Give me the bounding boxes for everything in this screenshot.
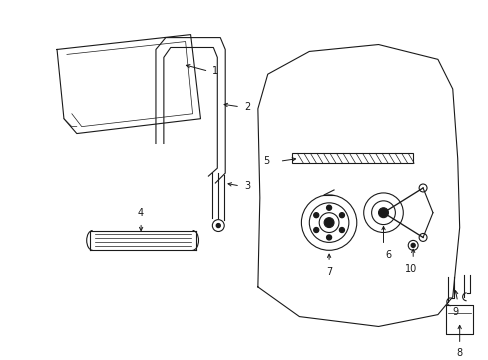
Text: 1: 1	[212, 66, 218, 76]
Text: 2: 2	[244, 102, 250, 112]
Text: 4: 4	[138, 208, 144, 218]
Text: 10: 10	[404, 264, 416, 274]
Text: 3: 3	[244, 181, 250, 191]
Text: 6: 6	[385, 250, 391, 260]
Circle shape	[313, 228, 318, 233]
Text: 7: 7	[325, 267, 331, 277]
Circle shape	[339, 228, 344, 233]
Bar	[292, 153, 412, 163]
Circle shape	[216, 224, 220, 228]
Circle shape	[378, 208, 387, 218]
Text: 8: 8	[456, 348, 462, 358]
Text: 5: 5	[263, 156, 269, 166]
Circle shape	[326, 205, 331, 210]
Circle shape	[313, 213, 318, 218]
Text: 9: 9	[452, 307, 458, 317]
Circle shape	[326, 235, 331, 240]
Circle shape	[410, 243, 414, 247]
Circle shape	[324, 218, 333, 228]
Circle shape	[339, 213, 344, 218]
